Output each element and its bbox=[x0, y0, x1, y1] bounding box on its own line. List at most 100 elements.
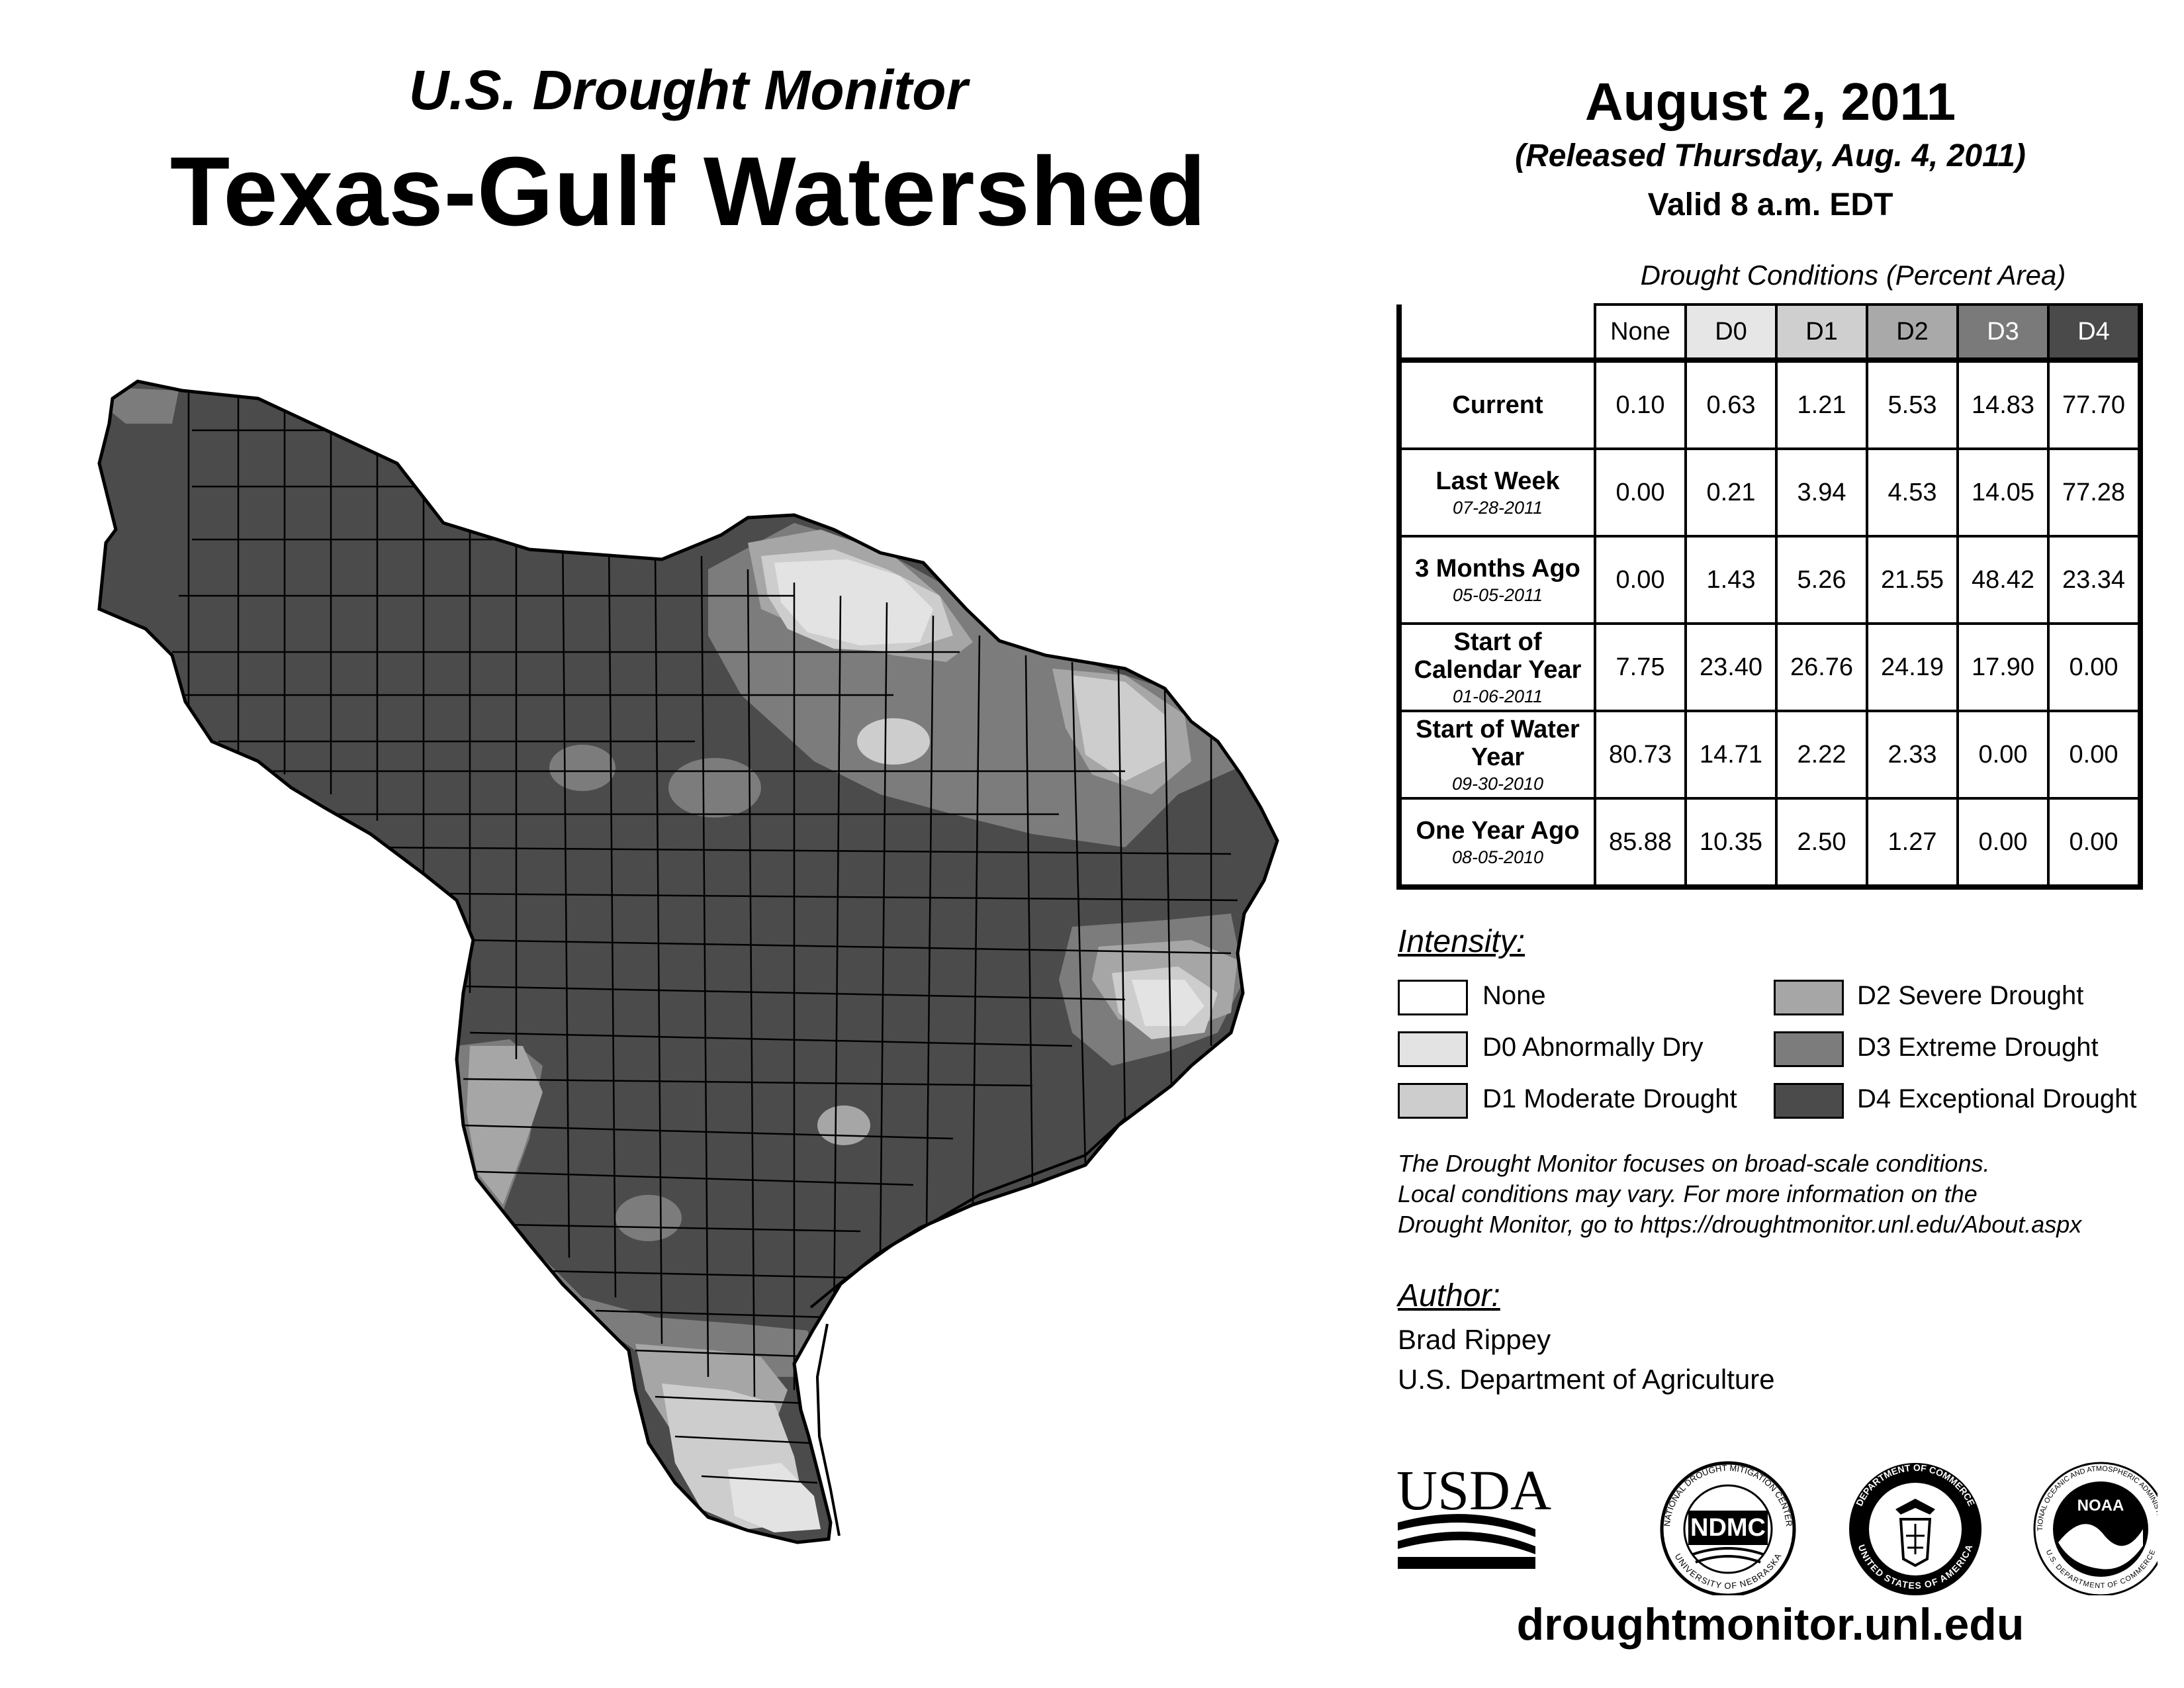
legend-swatch-d2 bbox=[1774, 980, 1844, 1015]
table-row-one-year-ago: One Year Ago 08-05-2010 85.88 10.35 2.50 … bbox=[1398, 797, 2142, 888]
table-cell: 1.21 bbox=[1775, 357, 1868, 450]
table-cell: 1.43 bbox=[1684, 535, 1778, 625]
disclaimer-note: The Drought Monitor focuses on broad-sca… bbox=[1398, 1149, 2179, 1240]
table-row-current: Current 0.10 0.63 1.21 5.53 14.83 77.70 bbox=[1398, 357, 2142, 450]
map-date: August 2, 2011 bbox=[1584, 72, 1956, 131]
table-cell: 0.00 bbox=[1594, 447, 1687, 538]
table-row-last-week: Last Week 07-28-2011 0.00 0.21 3.94 4.53 … bbox=[1398, 447, 2142, 538]
map-subtitle: U.S. Drought Monitor bbox=[408, 59, 968, 121]
row-date: 01-06-2011 bbox=[1452, 686, 1543, 706]
d0-coastal-region bbox=[1132, 980, 1205, 1026]
row-date: 08-05-2010 bbox=[1451, 847, 1544, 867]
usda-logo: USDA bbox=[1396, 1458, 1551, 1569]
table-cell: 0.21 bbox=[1684, 447, 1778, 538]
table-cell: 0.00 bbox=[2047, 797, 2142, 888]
d3-spot-2 bbox=[668, 758, 761, 818]
table-cell: 0.00 bbox=[1956, 797, 2050, 888]
legend-label-d2: D2 Severe Drought bbox=[1857, 981, 2084, 1010]
row-date: 07-28-2011 bbox=[1452, 497, 1543, 518]
noaa-bird-icon bbox=[2058, 1524, 2143, 1570]
table-cell: 0.10 bbox=[1594, 357, 1687, 450]
note-line-2: Local conditions may vary. For more info… bbox=[1398, 1180, 1978, 1207]
usda-wave-2 bbox=[1398, 1531, 1535, 1554]
release-date: (Released Thursday, Aug. 4, 2011) bbox=[1515, 138, 2026, 173]
d3-panhandle-spot bbox=[106, 387, 179, 424]
gulf-coastline bbox=[809, 1117, 1126, 1536]
table-cell: 80.73 bbox=[1594, 710, 1687, 800]
d1-spot bbox=[857, 718, 930, 765]
col-header-d0: D0 bbox=[1684, 303, 1778, 361]
usda-bar bbox=[1398, 1557, 1535, 1569]
table-corner bbox=[1399, 305, 1596, 361]
d2-southwest-region bbox=[467, 1046, 543, 1205]
eagle-icon bbox=[1895, 1499, 1935, 1515]
county-boundaries bbox=[172, 391, 1238, 1484]
row-header: 3 Months Ago 05-05-2011 bbox=[1398, 535, 1596, 625]
col-header-d4: D4 bbox=[2047, 303, 2142, 361]
table-row-start-calendar-year: Start of Calendar Year 01-06-2011 7.75 23… bbox=[1398, 622, 2142, 712]
drought-conditions-table: None D0 D1 D2 D3 D4 Current 0.10 0.63 1.… bbox=[1396, 303, 2143, 890]
map-title: Texas-Gulf Watershed bbox=[169, 137, 1207, 246]
row-label: Start of Water Year bbox=[1416, 715, 1580, 771]
table-cell: 2.22 bbox=[1775, 710, 1868, 800]
noaa-text: NOAA bbox=[2077, 1497, 2124, 1515]
note-line-3: Drought Monitor, go to https://droughtmo… bbox=[1398, 1211, 2082, 1238]
table-cell: 0.00 bbox=[1956, 710, 2050, 800]
row-label: 3 Months Ago bbox=[1415, 554, 1580, 583]
row-header: One Year Ago 08-05-2010 bbox=[1398, 797, 1596, 888]
col-header-none: None bbox=[1594, 303, 1687, 361]
agency-logos: USDA NATIONAL DROUGHT MITIGATION CENTER … bbox=[1396, 1436, 2158, 1595]
author-org: U.S. Department of Agriculture bbox=[1398, 1364, 1775, 1395]
watershed-map bbox=[0, 357, 1350, 1615]
legend-swatch-d0 bbox=[1398, 1031, 1468, 1067]
legend-label-d1: D1 Moderate Drought bbox=[1482, 1084, 1737, 1113]
table-cell: 0.00 bbox=[2047, 622, 2142, 712]
commerce-seal: DEPARTMENT OF COMMERCE UNITED STATES OF … bbox=[1849, 1462, 1981, 1595]
table-cell: 2.33 bbox=[1866, 710, 1959, 800]
row-label: Start of Calendar Year bbox=[1414, 628, 1582, 684]
row-header: Start of Water Year 09-30-2010 bbox=[1398, 710, 1596, 800]
valid-time: Valid 8 a.m. EDT bbox=[1647, 187, 1893, 222]
table-cell: 3.94 bbox=[1775, 447, 1868, 538]
author-name: Brad Rippey bbox=[1398, 1324, 1551, 1355]
note-line-1: The Drought Monitor focuses on broad-sca… bbox=[1398, 1150, 1990, 1177]
col-header-d1: D1 bbox=[1775, 303, 1868, 361]
table-cell: 14.71 bbox=[1684, 710, 1778, 800]
table-cell: 5.53 bbox=[1866, 357, 1959, 450]
table-cell: 2.50 bbox=[1775, 797, 1868, 888]
table-cell: 24.19 bbox=[1866, 622, 1959, 712]
ndmc-text: NDMC bbox=[1690, 1514, 1766, 1542]
row-header: Last Week 07-28-2011 bbox=[1398, 447, 1596, 538]
d1-east-region bbox=[1072, 675, 1165, 781]
d0-north-region bbox=[774, 559, 933, 645]
d3-spot-3 bbox=[615, 1195, 682, 1241]
table-cell: 23.34 bbox=[2047, 535, 2142, 625]
col-header-d3: D3 bbox=[1956, 303, 2050, 361]
col-header-d2: D2 bbox=[1866, 303, 1959, 361]
intensity-heading: Intensity: bbox=[1398, 924, 1525, 959]
table-cell: 85.88 bbox=[1594, 797, 1687, 888]
d3-spot-1 bbox=[549, 745, 615, 791]
table-cell: 0.00 bbox=[1594, 535, 1687, 625]
table-row-start-water-year: Start of Water Year 09-30-2010 80.73 14.7… bbox=[1398, 710, 2142, 800]
legend-label-none: None bbox=[1482, 981, 1546, 1010]
table-header-row: None D0 D1 D2 D3 D4 bbox=[1399, 303, 2142, 361]
row-header: Start of Calendar Year 01-06-2011 bbox=[1398, 622, 1596, 712]
author-heading: Author: bbox=[1398, 1278, 1500, 1313]
table-cell: 14.05 bbox=[1956, 447, 2050, 538]
table-cell: 77.70 bbox=[2047, 357, 2142, 450]
legend-label-d0: D0 Abnormally Dry bbox=[1482, 1033, 1704, 1062]
row-label: One Year Ago bbox=[1416, 816, 1580, 845]
row-header: Current bbox=[1398, 357, 1596, 450]
table-cell: 48.42 bbox=[1956, 535, 2050, 625]
usda-text: USDA bbox=[1396, 1458, 1551, 1522]
table-row-3-months-ago: 3 Months Ago 05-05-2011 0.00 1.43 5.26 21… bbox=[1398, 535, 2142, 625]
ship-icon bbox=[1906, 1524, 1925, 1554]
d2-spot bbox=[817, 1105, 870, 1145]
row-date: 05-05-2011 bbox=[1452, 585, 1543, 605]
table-cell: 17.90 bbox=[1956, 622, 2050, 712]
table-cell: 0.63 bbox=[1684, 357, 1778, 450]
table-cell: 26.76 bbox=[1775, 622, 1868, 712]
table-cell: 77.28 bbox=[2047, 447, 2142, 538]
footer-url[interactable]: droughtmonitor.unl.edu bbox=[1516, 1599, 2025, 1650]
